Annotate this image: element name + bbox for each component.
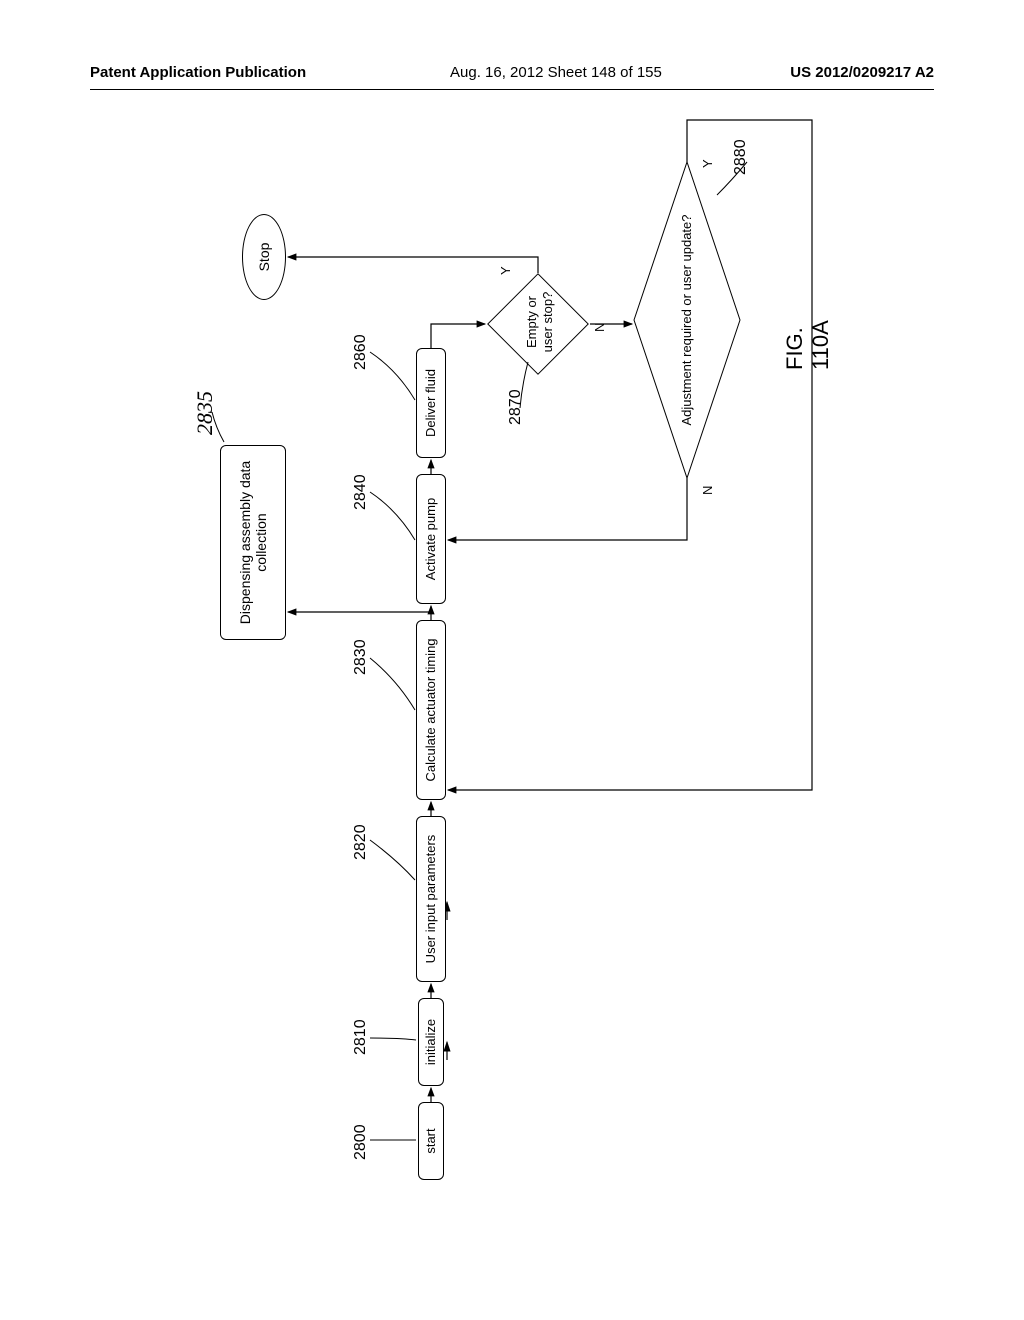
ref-2880: 2880 [732,139,750,175]
node-init2-label: initialize [424,1019,439,1065]
ref-2830: 2830 [352,639,370,675]
node-adjust-diamond [632,160,742,480]
node-calc3-label: Calculate actuator timing [424,638,439,781]
header-publication: Patent Application Publication [90,64,306,81]
ref-2860: 2860 [352,334,370,370]
node-calc3: Calculate actuator timing [416,620,446,800]
node-datacol2: Dispensing assembly data collection [220,445,286,640]
page-header: Patent Application Publication Aug. 16, … [90,60,934,90]
ref-2870: 2870 [507,389,525,425]
header-docnum: US 2012/0209217 A2 [790,64,934,81]
flowchart: start 2800 initialize 2810 User input pa… [202,280,822,1180]
ref-2800: 2800 [352,1124,370,1160]
node-datacol2-label: Dispensing assembly data collection [237,461,269,624]
page: Patent Application Publication Aug. 16, … [90,60,934,1260]
node-deliver2: Deliver fluid [416,348,446,458]
node-start2-label: start [424,1128,439,1153]
node-init2: initialize [418,998,444,1086]
node-stop: Stop [242,214,286,300]
node-deliver2-label: Deliver fluid [424,369,439,437]
ref-2810: 2810 [352,1019,370,1055]
node-userinput2-label: User input parameters [424,835,439,964]
ref-2820: 2820 [352,824,370,860]
node-pump2: Activate pump [416,474,446,604]
label-empty-N: N [592,323,607,332]
label-empty-Y: Y [498,266,513,275]
header-sheet: Aug. 16, 2012 Sheet 148 of 155 [450,64,662,81]
label-adjust-N: N [700,486,715,495]
ref-2840: 2840 [352,474,370,510]
figure-caption: FIG. 110A [782,280,834,370]
node-empty-diamond [487,273,589,375]
node-userinput2: User input parameters [416,816,446,982]
node-pump2-label: Activate pump [424,498,439,580]
node-stop-label: Stop [256,243,272,272]
label-adjust-Y: Y [700,159,715,168]
node-start2: start [418,1102,444,1180]
ref-2835: 2835 [192,391,218,435]
